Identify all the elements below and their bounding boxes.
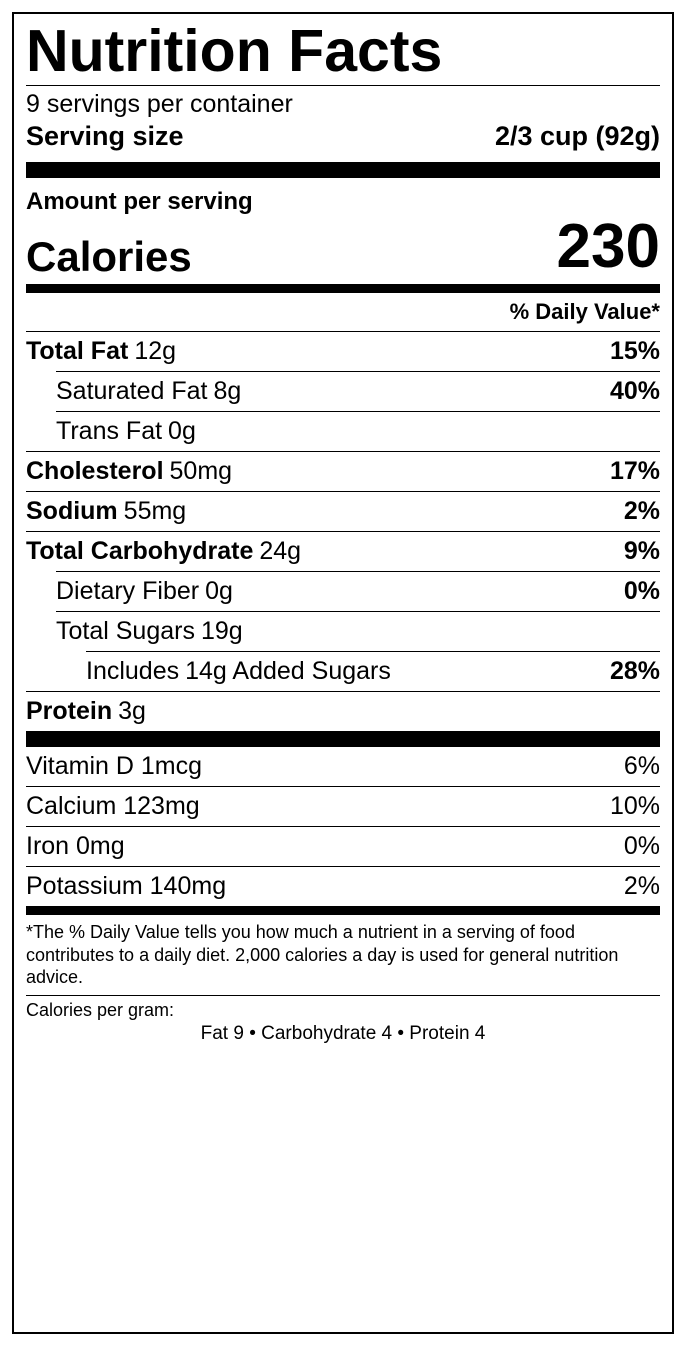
nutrient-name: Includes	[86, 657, 179, 686]
footnote: *The % Daily Value tells you how much a …	[26, 915, 660, 995]
calories-row: Calories 230	[26, 216, 660, 284]
rule-med	[26, 906, 660, 915]
nutrient-name: Saturated Fat	[56, 377, 207, 406]
nutrient-row: Includes 14g Added Sugars 28%	[26, 652, 660, 691]
nutrient-row: Trans Fat 0g	[26, 412, 660, 451]
rule-med	[26, 284, 660, 293]
nutrient-name: Total Carbohydrate	[26, 537, 253, 566]
nutrient-row: Total Sugars 19g	[26, 612, 660, 651]
nutrient-amount: 14g Added Sugars	[185, 657, 391, 686]
servings-per-container: 9 servings per container	[26, 86, 660, 121]
calories-per-gram-label: Calories per gram:	[26, 996, 660, 1021]
nutrient-row: Total Fat 12g 15%	[26, 332, 660, 371]
nutrient-dv: 2%	[624, 497, 660, 526]
amount-per-serving: Amount per serving	[26, 178, 660, 216]
nutrient-amount: 8g	[213, 377, 241, 406]
nutrient-amount: 3g	[118, 697, 146, 726]
nutrition-label: Nutrition Facts 9 servings per container…	[12, 12, 674, 1334]
nutrient-dv: 0%	[624, 577, 660, 606]
nutrient-row: Sodium 55mg 2%	[26, 492, 660, 531]
nutrient-dv: 15%	[610, 337, 660, 366]
title: Nutrition Facts	[26, 22, 660, 81]
serving-size-value: 2/3 cup (92g)	[495, 121, 660, 152]
nutrient-amount: 0g	[205, 577, 233, 606]
nutrient-amount: 12g	[134, 337, 176, 366]
vitamin-row: Calcium 123mg 10%	[26, 787, 660, 826]
vitamin-row: Potassium 140mg 2%	[26, 867, 660, 906]
nutrient-name: Sodium	[26, 497, 118, 526]
vitamin-name: Vitamin D 1mcg	[26, 752, 202, 781]
nutrient-row: Protein 3g	[26, 692, 660, 731]
nutrient-name: Cholesterol	[26, 457, 164, 486]
nutrient-amount: 50mg	[170, 457, 233, 486]
vitamin-name: Potassium 140mg	[26, 872, 226, 901]
serving-size-label: Serving size	[26, 121, 184, 152]
nutrient-row: Saturated Fat 8g 40%	[26, 372, 660, 411]
nutrient-row: Total Carbohydrate 24g 9%	[26, 532, 660, 571]
serving-size-row: Serving size 2/3 cup (92g)	[26, 121, 660, 162]
nutrient-amount: 19g	[201, 617, 243, 646]
vitamin-name: Calcium 123mg	[26, 792, 200, 821]
daily-value-header: % Daily Value*	[26, 293, 660, 331]
nutrient-name: Trans Fat	[56, 417, 162, 446]
calories-per-gram-values: Fat 9 • Carbohydrate 4 • Protein 4	[26, 1021, 660, 1049]
rule-thick	[26, 162, 660, 178]
nutrient-row: Cholesterol 50mg 17%	[26, 452, 660, 491]
nutrient-amount: 0g	[168, 417, 196, 446]
nutrient-dv: 17%	[610, 457, 660, 486]
vitamin-dv: 0%	[624, 832, 660, 861]
nutrient-name: Protein	[26, 697, 112, 726]
nutrient-dv: 40%	[610, 377, 660, 406]
nutrient-name: Total Sugars	[56, 617, 195, 646]
vitamin-name: Iron 0mg	[26, 832, 125, 861]
rule-thick	[26, 731, 660, 747]
vitamin-dv: 10%	[610, 792, 660, 821]
nutrient-name: Dietary Fiber	[56, 577, 199, 606]
nutrient-amount: 55mg	[124, 497, 187, 526]
vitamin-dv: 2%	[624, 872, 660, 901]
nutrient-row: Dietary Fiber 0g 0%	[26, 572, 660, 611]
nutrient-name: Total Fat	[26, 337, 128, 366]
nutrient-dv: 28%	[610, 657, 660, 686]
calories-value: 230	[557, 216, 660, 278]
vitamin-dv: 6%	[624, 752, 660, 781]
nutrient-amount: 24g	[259, 537, 301, 566]
calories-label: Calories	[26, 236, 192, 278]
vitamin-row: Vitamin D 1mcg 6%	[26, 747, 660, 786]
nutrient-dv: 9%	[624, 537, 660, 566]
vitamin-row: Iron 0mg 0%	[26, 827, 660, 866]
